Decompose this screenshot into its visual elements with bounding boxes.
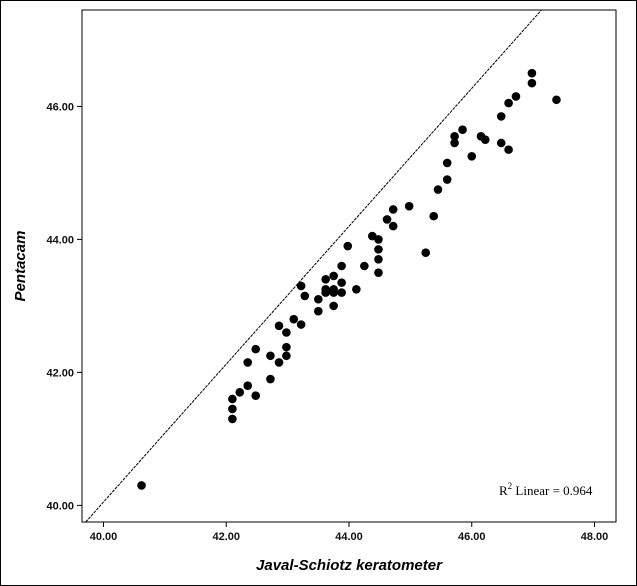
data-point — [266, 351, 275, 361]
data-point — [442, 175, 452, 184]
data-point — [374, 268, 383, 277]
data-point — [404, 201, 414, 211]
data-point — [274, 321, 284, 331]
y-axis-title: Pentacam — [12, 231, 29, 302]
x-axis-ticks: 40.00 42.00 44.00 46.00 48.00 — [90, 522, 609, 543]
data-point — [266, 374, 275, 384]
data-point — [300, 291, 310, 301]
y-tick-label: 40.00 — [46, 500, 74, 512]
data-point — [314, 294, 323, 304]
data-point — [329, 301, 338, 311]
data-point — [360, 261, 369, 271]
data-point — [296, 320, 306, 329]
y-tick-label: 42.00 — [46, 367, 74, 379]
data-point — [282, 351, 291, 361]
data-point — [552, 95, 561, 105]
data-point — [321, 274, 330, 284]
data-point — [504, 98, 513, 108]
data-point — [421, 248, 431, 258]
y-tick-label: 46.00 — [46, 101, 74, 113]
x-tick-label: 42.00 — [212, 531, 240, 543]
r-squared-letter: R — [499, 483, 508, 498]
data-point — [496, 138, 506, 148]
data-point — [433, 185, 443, 194]
data-point — [329, 284, 338, 294]
r-squared-annotation: R2 Linear = 0.964 — [499, 481, 593, 498]
x-tick-label: 46.00 — [458, 531, 486, 543]
data-point — [442, 158, 452, 168]
data-point — [235, 388, 245, 397]
data-point — [374, 235, 383, 244]
data-point — [289, 314, 299, 324]
data-point — [450, 138, 459, 148]
data-point — [337, 278, 346, 287]
data-point — [228, 414, 237, 424]
data-point — [429, 211, 439, 221]
data-point — [352, 284, 361, 294]
data-point — [382, 215, 392, 224]
data-point — [496, 112, 506, 121]
y-axis-ticks: 40.00 42.00 44.00 46.00 — [46, 101, 82, 512]
fit-line-group — [85, 9, 542, 523]
data-point — [511, 92, 521, 101]
x-tick-label: 40.00 — [90, 531, 118, 543]
x-axis-title: Javal-Schiotz keratometer — [256, 557, 443, 574]
data-point — [282, 342, 291, 352]
data-point — [450, 132, 459, 141]
data-point — [243, 358, 253, 367]
data-point — [321, 284, 330, 294]
data-point — [251, 344, 261, 354]
data-point — [296, 281, 306, 291]
data-point — [374, 255, 383, 264]
data-point — [337, 288, 346, 297]
data-point — [343, 241, 353, 251]
data-point — [274, 358, 284, 367]
data-point — [527, 78, 537, 88]
data-point — [228, 404, 237, 414]
x-tick-label: 48.00 — [581, 531, 609, 543]
data-point — [458, 125, 467, 134]
data-point — [388, 205, 398, 214]
data-point — [337, 261, 346, 271]
data-point — [251, 391, 261, 400]
fit-line — [85, 9, 542, 523]
data-point — [374, 245, 383, 254]
data-point — [504, 145, 513, 154]
data-point — [388, 221, 398, 231]
data-point — [243, 381, 253, 390]
data-point — [137, 481, 146, 490]
data-point — [228, 394, 237, 404]
r-squared-text: Linear = 0.964 — [512, 483, 593, 498]
data-point — [314, 306, 323, 316]
y-tick-label: 44.00 — [46, 234, 74, 246]
x-tick-label: 44.00 — [335, 531, 363, 543]
data-point — [329, 271, 338, 281]
data-point — [282, 328, 291, 337]
data-point — [467, 151, 477, 161]
data-points — [137, 68, 561, 490]
plot-area — [81, 9, 617, 523]
data-point — [480, 135, 490, 144]
data-point — [527, 68, 537, 78]
r-squared-superscript: 2 — [508, 481, 513, 491]
